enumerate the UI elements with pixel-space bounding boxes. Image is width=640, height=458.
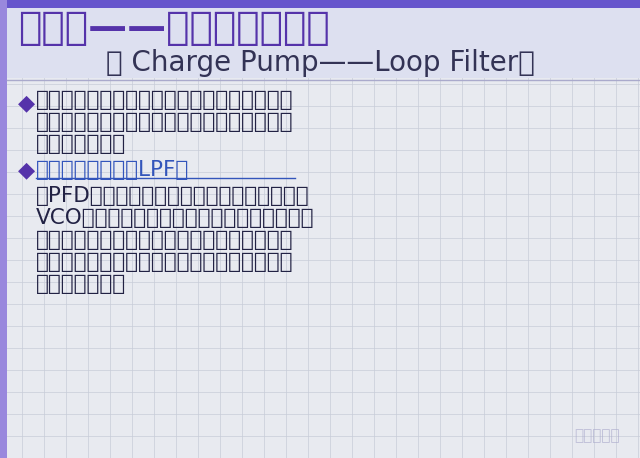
Text: VCO。一般采用电阻、电容构成积分形式的低: VCO。一般采用电阻、电容构成积分形式的低 xyxy=(36,208,314,228)
Text: 恒定的电流源，保持良好的线性关系，使得频: 恒定的电流源，保持良好的线性关系，使得频 xyxy=(36,112,294,132)
FancyBboxPatch shape xyxy=(0,0,640,8)
Text: 环路低通滤波器（LPF）: 环路低通滤波器（LPF） xyxy=(36,160,189,180)
FancyBboxPatch shape xyxy=(0,0,640,78)
Text: 通频带由电阻、电容参数决定，它的截止速度: 通频带由电阻、电容参数决定，它的截止速度 xyxy=(36,252,294,272)
Text: ◆: ◆ xyxy=(18,93,35,113)
Text: 电荷泵的的作用主要是：给锁相环路提供理想: 电荷泵的的作用主要是：给锁相环路提供理想 xyxy=(36,90,294,110)
Text: 由PFD的输出信号需经过低通滤波器再去控制: 由PFD的输出信号需经过低通滤波器再去控制 xyxy=(36,186,310,206)
Text: ◆: ◆ xyxy=(18,160,35,180)
FancyBboxPatch shape xyxy=(0,0,7,458)
Text: 通滤波器，它可以为单阶或多阶滤波器。它的: 通滤波器，它可以为单阶或多阶滤波器。它的 xyxy=(36,230,294,250)
Text: （ Charge Pump——Loop Filter）: （ Charge Pump——Loop Filter） xyxy=(106,49,534,77)
Text: 率范围易于控制: 率范围易于控制 xyxy=(36,134,126,154)
Text: 电子工程网: 电子工程网 xyxy=(574,429,620,443)
Text: 取决于其阶数。: 取决于其阶数。 xyxy=(36,274,126,294)
Text: 电荷泵——环路低通滤波器: 电荷泵——环路低通滤波器 xyxy=(18,9,330,47)
